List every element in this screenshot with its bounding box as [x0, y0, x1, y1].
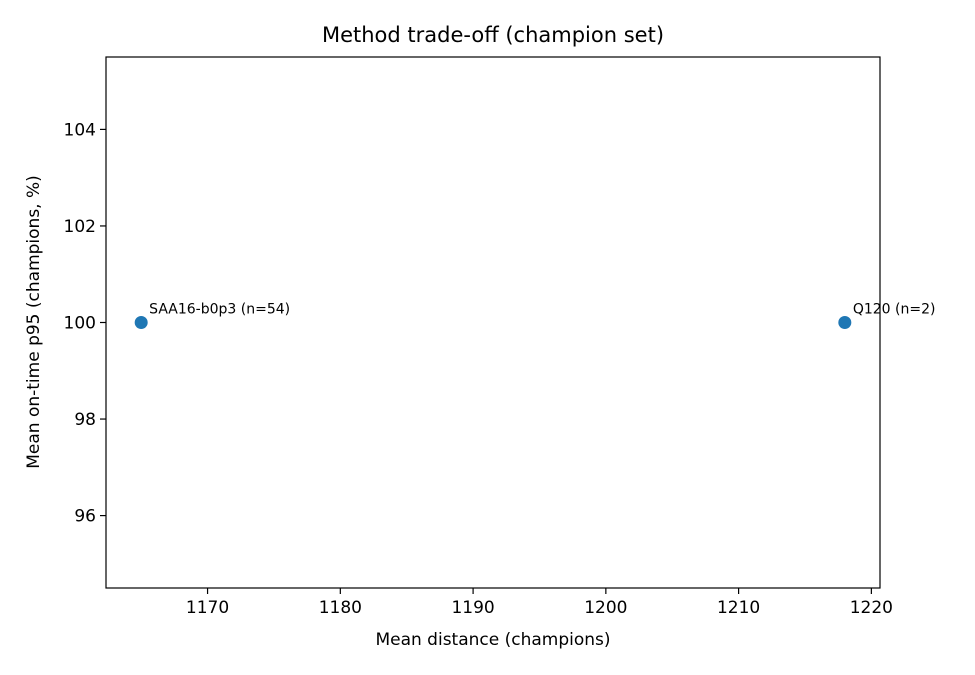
y-tick-label-2: 100	[64, 314, 96, 334]
point-label-0: SAA16-b0p3 (n=54)	[149, 302, 290, 318]
x-tick-label-5: 1220	[850, 598, 893, 618]
x-tick-label-1: 1180	[319, 598, 362, 618]
x-tick-label-4: 1210	[717, 598, 760, 618]
y-tick-label-3: 102	[64, 217, 96, 237]
scatter-point-1	[838, 316, 852, 329]
scatter-point-0	[134, 316, 148, 329]
chart-title: Method trade-off (champion set)	[322, 23, 664, 47]
plot-area	[105, 56, 881, 589]
y-axis-label: Mean on-time p95 (champions, %)	[24, 175, 44, 469]
x-axis-label: Mean distance (champions)	[375, 630, 610, 650]
x-tick-label-2: 1190	[451, 598, 494, 618]
y-tick-label-0: 96	[74, 507, 96, 527]
y-tick-label-1: 98	[74, 410, 96, 430]
y-tick-label-4: 104	[64, 120, 96, 140]
y-axis-ticks: 96 98 100 102 104	[64, 120, 106, 527]
point-label-1: Q120 (n=2)	[853, 302, 936, 318]
x-tick-label-0: 1170	[186, 598, 229, 618]
x-tick-label-3: 1200	[584, 598, 627, 618]
data-points: SAA16-b0p3 (n=54) Q120 (n=2)	[134, 302, 936, 329]
x-axis-ticks: 1170 1180 1190 1200 1210 1220	[186, 588, 893, 618]
